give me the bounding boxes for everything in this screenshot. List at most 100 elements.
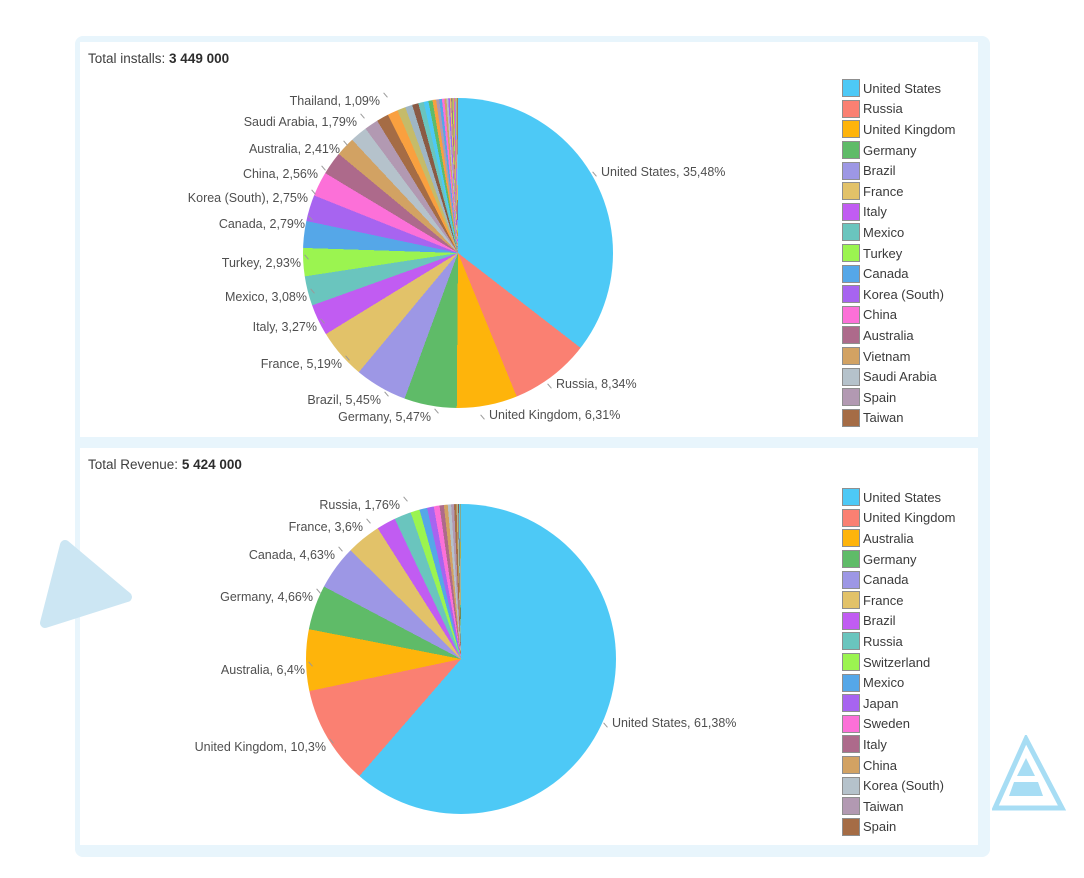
legend-swatch bbox=[842, 529, 860, 548]
legend-item[interactable]: Australia bbox=[842, 528, 956, 549]
installs-chart-title: Total installs: 3 449 000 bbox=[88, 51, 229, 66]
legend-swatch bbox=[842, 611, 860, 630]
legend-item[interactable]: Germany bbox=[842, 549, 956, 570]
legend-item[interactable]: Switzerland bbox=[842, 652, 956, 673]
legend-label: Korea (South) bbox=[863, 286, 944, 302]
legend-label: Sweden bbox=[863, 716, 910, 732]
legend-swatch bbox=[842, 347, 860, 366]
legend-item[interactable]: Germany bbox=[842, 140, 956, 161]
legend-swatch bbox=[842, 120, 860, 139]
legend-swatch bbox=[842, 653, 860, 672]
legend-item[interactable]: France bbox=[842, 590, 956, 611]
legend-label: United Kingdom bbox=[863, 121, 956, 137]
legend-item[interactable]: Japan bbox=[842, 693, 956, 714]
legend-label: Canada bbox=[863, 572, 909, 588]
legend-swatch bbox=[842, 285, 860, 304]
legend-label: Germany bbox=[863, 551, 917, 567]
legend-item[interactable]: Korea (South) bbox=[842, 284, 956, 305]
revenue-chart-title: Total Revenue: 5 424 000 bbox=[88, 457, 242, 472]
legend-label: Russia bbox=[863, 633, 903, 649]
legend-swatch bbox=[842, 202, 860, 221]
legend-label: China bbox=[863, 307, 897, 323]
legend-item[interactable]: Brazil bbox=[842, 611, 956, 632]
legend-swatch bbox=[842, 570, 860, 589]
legend-label: Australia bbox=[863, 530, 914, 546]
revenue-chart-panel: Total Revenue: 5 424 000 United States Un… bbox=[80, 448, 978, 845]
legend-label: Italy bbox=[863, 204, 887, 220]
legend-label: Spain bbox=[863, 389, 897, 405]
legend-item[interactable]: Spain bbox=[842, 387, 956, 408]
legend-item[interactable]: China bbox=[842, 305, 956, 326]
legend-label: Australia bbox=[863, 327, 914, 343]
legend-swatch bbox=[842, 161, 860, 180]
legend-label: United States bbox=[863, 489, 942, 505]
legend-swatch bbox=[842, 141, 860, 160]
legend-swatch bbox=[842, 591, 860, 610]
legend-item[interactable]: Canada bbox=[842, 569, 956, 590]
legend-item[interactable]: France bbox=[842, 181, 956, 202]
revenue-legend: United States United Kingdom Australia Germ… bbox=[842, 487, 956, 837]
revenue-pie-chart[interactable] bbox=[306, 504, 616, 814]
legend-item[interactable]: Saudi Arabia bbox=[842, 366, 956, 387]
legend-label: Taiwan bbox=[863, 410, 904, 426]
legend-label: United States bbox=[863, 80, 942, 96]
legend-label: Switzerland bbox=[863, 654, 931, 670]
legend-swatch bbox=[842, 694, 860, 713]
revenue-title-label: Total Revenue: bbox=[88, 457, 182, 472]
legend-item[interactable]: Taiwan bbox=[842, 408, 956, 429]
legend-item[interactable]: Taiwan bbox=[842, 796, 956, 817]
legend-label: Brazil bbox=[863, 163, 896, 179]
legend-label: Russia bbox=[863, 101, 903, 117]
legend-swatch bbox=[842, 673, 860, 692]
legend-swatch bbox=[842, 408, 860, 427]
legend-item[interactable]: Brazil bbox=[842, 160, 956, 181]
legend-label: China bbox=[863, 757, 897, 773]
legend-label: France bbox=[863, 183, 904, 199]
legend-swatch bbox=[842, 79, 860, 98]
legend-item[interactable]: United States bbox=[842, 78, 956, 99]
legend-label: Mexico bbox=[863, 675, 905, 691]
legend-swatch bbox=[842, 99, 860, 118]
legend-item[interactable]: United Kingdom bbox=[842, 119, 956, 140]
legend-swatch bbox=[842, 714, 860, 733]
legend-label: Korea (South) bbox=[863, 778, 944, 794]
legend-item[interactable]: Korea (South) bbox=[842, 775, 956, 796]
legend-label: United Kingdom bbox=[863, 510, 956, 526]
installs-title-label: Total installs: bbox=[88, 51, 170, 66]
legend-item[interactable]: Italy bbox=[842, 734, 956, 755]
installs-title-value: 3 449 000 bbox=[169, 51, 230, 66]
legend-item[interactable]: United States bbox=[842, 487, 956, 508]
legend-item[interactable]: Turkey bbox=[842, 243, 956, 264]
legend-label: Turkey bbox=[863, 245, 903, 261]
legend-item[interactable]: Russia bbox=[842, 631, 956, 652]
legend-item[interactable]: Mexico bbox=[842, 222, 956, 243]
legend-item[interactable]: China bbox=[842, 755, 956, 776]
legend-label: Spain bbox=[863, 819, 897, 835]
legend-swatch bbox=[842, 797, 860, 816]
legend-swatch bbox=[842, 388, 860, 407]
legend-item[interactable]: Russia bbox=[842, 99, 956, 120]
legend-swatch bbox=[842, 305, 860, 324]
legend-label: Saudi Arabia bbox=[863, 369, 937, 385]
legend-swatch bbox=[842, 488, 860, 507]
legend-item[interactable]: Mexico bbox=[842, 672, 956, 693]
legend-swatch bbox=[842, 223, 860, 242]
legend-label: Mexico bbox=[863, 224, 905, 240]
legend-item[interactable]: Sweden bbox=[842, 714, 956, 735]
legend-swatch bbox=[842, 735, 860, 754]
installs-pie-chart[interactable] bbox=[303, 98, 613, 408]
legend-item[interactable]: Vietnam bbox=[842, 346, 956, 367]
legend-swatch bbox=[842, 367, 860, 386]
legend-swatch bbox=[842, 244, 860, 263]
legend-item[interactable]: Canada bbox=[842, 263, 956, 284]
legend-swatch bbox=[842, 632, 860, 651]
legend-item[interactable]: Spain bbox=[842, 817, 956, 838]
legend-swatch bbox=[842, 756, 860, 775]
legend-swatch bbox=[842, 817, 860, 836]
legend-label: France bbox=[863, 592, 904, 608]
legend-item[interactable]: Australia bbox=[842, 325, 956, 346]
legend-item[interactable]: United Kingdom bbox=[842, 508, 956, 529]
legend-item[interactable]: Italy bbox=[842, 202, 956, 223]
triangle-a-logo bbox=[992, 735, 1066, 811]
legend-label: Italy bbox=[863, 736, 887, 752]
